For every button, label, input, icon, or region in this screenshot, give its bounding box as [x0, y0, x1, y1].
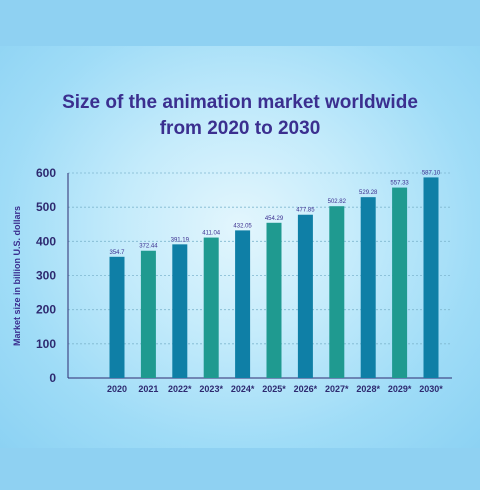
y-tick-label: 300 [36, 269, 56, 283]
y-tick-label: 400 [36, 234, 56, 248]
x-tick-label: 2026* [294, 384, 318, 394]
x-tick-label: 2021 [138, 384, 158, 394]
chart-title-line-2: from 2020 to 2030 [159, 118, 321, 139]
x-tick-label: 2029* [388, 384, 412, 394]
y-tick-label: 100 [36, 337, 56, 351]
y-tick-label: 600 [36, 166, 56, 180]
bars [109, 177, 439, 378]
data-label: 372.44 [139, 244, 158, 250]
x-tick-label: 2030* [419, 384, 443, 394]
data-label: 529.28 [359, 190, 378, 196]
y-tick-label: 0 [49, 371, 56, 385]
bar [172, 244, 188, 378]
bar [392, 187, 408, 378]
data-labels: 354.7 372.44 391.19 411.04 432.05 454.29 477.8… [109, 170, 440, 255]
bar [203, 237, 219, 378]
data-label: 391.19 [171, 237, 190, 243]
bar [235, 230, 251, 378]
chart-title-line-1: Size of the animation market worldwide [62, 92, 418, 113]
grid-lines [68, 172, 452, 345]
x-tick-label: 2023* [199, 384, 223, 394]
data-label: 502.82 [328, 199, 347, 205]
chart-title: Size of the animation market worldwide f… [0, 90, 480, 142]
data-label: 411.04 [202, 231, 221, 237]
bottom-band [0, 448, 480, 490]
x-tick-label: 2020 [107, 384, 127, 394]
bar [266, 222, 282, 378]
data-label: 587.10 [422, 170, 441, 176]
top-band [0, 0, 480, 46]
bar [423, 177, 439, 378]
data-label: 477.85 [296, 208, 315, 214]
x-tick-labels: 2020 2021 2022* 2023* 2024* 2025* 2026* 2027* 20… [107, 384, 443, 394]
y-axis-label: Market size in billion U.S. dollars [12, 206, 22, 346]
axes [67, 173, 452, 379]
x-tick-label: 2022* [168, 384, 192, 394]
x-tick-label: 2028* [356, 384, 380, 394]
data-label: 432.05 [233, 223, 252, 229]
bar [297, 214, 313, 378]
x-tick-label: 2025* [262, 384, 286, 394]
data-label: 454.29 [265, 216, 284, 222]
bar [329, 206, 345, 378]
data-label: 557.33 [390, 181, 409, 187]
data-label: 354.7 [109, 250, 125, 256]
x-tick-label: 2024* [231, 384, 255, 394]
bar [140, 250, 156, 378]
y-tick-label: 500 [36, 200, 56, 214]
y-tick-label: 200 [36, 303, 56, 317]
x-tick-label: 2027* [325, 384, 349, 394]
bar [109, 256, 125, 378]
y-tick-labels: 0 100 200 300 400 500 600 [36, 166, 56, 385]
bar [360, 197, 376, 378]
